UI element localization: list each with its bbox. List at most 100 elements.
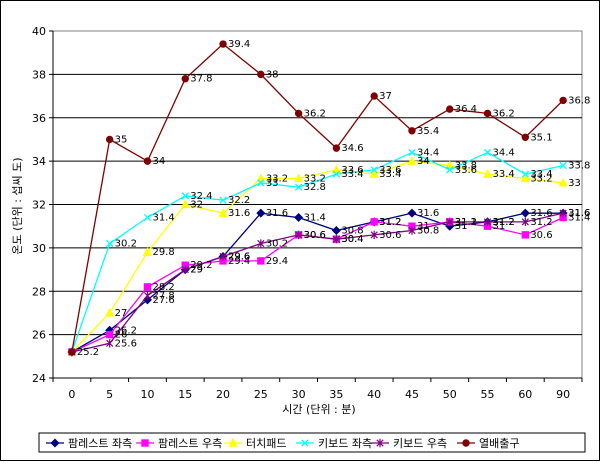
data-label: 31 (417, 221, 430, 232)
data-label: 34 (152, 156, 165, 167)
data-point (257, 70, 265, 79)
legend-label: 팜레스트 우측 (158, 437, 222, 450)
data-label: 33.4 (493, 169, 515, 180)
legend-label: 키보드 좌측 (318, 437, 372, 450)
legend-marker (301, 439, 309, 447)
data-point (559, 161, 567, 170)
data-point (407, 208, 417, 218)
data-label: 34.6 (341, 143, 363, 154)
data-label: 26.2 (115, 325, 137, 336)
data-point (331, 226, 341, 236)
data-label: 31.2 (530, 217, 552, 228)
series-3 (67, 156, 568, 356)
data-point (521, 133, 530, 141)
data-point (105, 135, 114, 144)
data-point (143, 283, 152, 291)
y-tick-label: 26 (32, 329, 46, 342)
data-label: 37.8 (190, 74, 212, 85)
legend-label: 터치패드 (246, 437, 286, 450)
legend-label: 키보드 우측 (393, 437, 447, 450)
data-label: 29 (190, 265, 203, 276)
data-label: 33.2 (266, 173, 288, 184)
data-point (68, 348, 76, 356)
data-point (482, 169, 493, 178)
data-point (445, 160, 455, 170)
legend-label: 팜레스트 좌측 (68, 437, 132, 450)
data-label: 31.6 (530, 208, 552, 219)
legend-item: 터치패드 (224, 437, 286, 450)
data-label: 38 (266, 69, 279, 80)
data-point (483, 148, 492, 157)
data-point (181, 192, 189, 200)
data-label: 27.8 (152, 291, 174, 302)
data-label: 31.6 (266, 208, 288, 219)
data-label: 30.4 (341, 234, 363, 245)
x-axis-title: 시간 (단위 : 분) (282, 403, 355, 416)
data-label: 33 (568, 178, 581, 189)
x-tick-label: 40 (367, 388, 381, 401)
data-label: 36.8 (568, 95, 590, 106)
data-point (294, 109, 303, 118)
data-label: 25.6 (115, 338, 137, 349)
data-label: 35.1 (530, 132, 552, 143)
legend-item: 키보드 우측 (371, 437, 447, 450)
data-label: 33.4 (530, 169, 552, 180)
data-point (142, 247, 153, 256)
data-label: 30.6 (379, 230, 401, 241)
data-point (181, 265, 189, 274)
legend-item: 키보드 좌측 (296, 437, 372, 450)
legend-marker (462, 439, 470, 447)
data-label: 34 (417, 156, 430, 167)
x-tick-label: 15 (178, 388, 192, 401)
data-label: 30.2 (266, 239, 288, 250)
data-point (106, 339, 114, 348)
data-point (369, 169, 379, 178)
data-label: 32.4 (190, 191, 212, 202)
x-tick-label: 50 (443, 388, 457, 401)
data-label: 31.2 (379, 217, 401, 228)
data-point (219, 40, 227, 48)
data-point (294, 213, 304, 223)
series-line (71, 160, 564, 353)
data-label: 30.2 (115, 239, 137, 250)
data-point (521, 217, 529, 227)
data-point (143, 291, 152, 300)
data-label: 33.8 (568, 160, 590, 171)
data-label: 31.4 (304, 213, 326, 224)
data-label: 30.4 (341, 234, 363, 245)
data-point (558, 177, 568, 187)
data-label: 32 (190, 200, 203, 211)
data-point (559, 208, 567, 218)
y-tick-label: 24 (32, 372, 46, 385)
data-point (219, 196, 227, 204)
legend-marker (141, 439, 149, 447)
y-axis: 24 26 28 30 32 34 36 38 40 (32, 25, 54, 385)
data-label: 27.6 (152, 295, 174, 306)
x-tick-label: 45 (405, 388, 419, 401)
legend: 팜레스트 좌측 팜레스트 우측 터치패드 키보드 좌측 키보드 우측 열배출구 (38, 432, 586, 453)
data-point (332, 144, 341, 152)
data-point (370, 92, 378, 100)
data-label: 31.4 (568, 213, 590, 224)
data-label: 31.1 (455, 217, 477, 228)
data-point (370, 218, 378, 226)
data-point (105, 330, 114, 339)
x-tick-label: 55 (481, 388, 495, 401)
data-label: 33.6 (455, 165, 477, 176)
data-point (520, 208, 530, 218)
x-tick-label: 5 (106, 388, 113, 401)
series-line (71, 212, 564, 353)
y-tick-label: 36 (32, 112, 46, 125)
data-label: 33.2 (530, 173, 552, 184)
x-tick-label: 35 (329, 388, 343, 401)
data-label: 33.6 (341, 165, 363, 176)
y-tick-label: 32 (32, 199, 46, 212)
series-line (71, 43, 564, 353)
x-tick-label: 30 (292, 388, 306, 401)
data-label: 31 (493, 221, 506, 232)
data-point (331, 164, 342, 174)
data-label: 34.4 (417, 147, 439, 158)
